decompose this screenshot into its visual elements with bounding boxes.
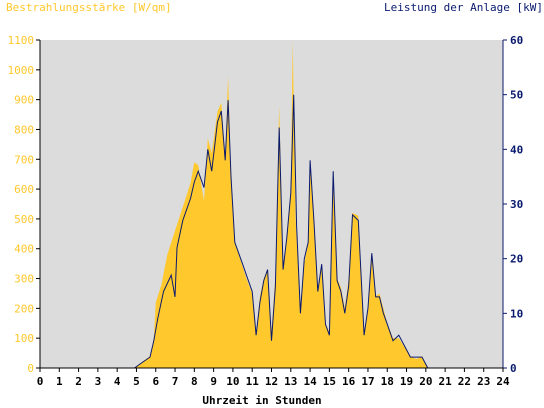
x-tick-label: 15 bbox=[323, 375, 336, 388]
x-tick-label: 11 bbox=[246, 375, 260, 388]
left-tick-label: 600 bbox=[14, 183, 34, 196]
x-tick-label: 14 bbox=[303, 375, 317, 388]
left-tick-label: 900 bbox=[14, 94, 34, 107]
right-axis-title: Leistung der Anlage [kW] bbox=[384, 1, 543, 14]
right-tick-label: 50 bbox=[510, 89, 523, 102]
right-tick-label: 10 bbox=[510, 307, 523, 320]
x-tick-label: 18 bbox=[381, 375, 394, 388]
x-tick-label: 17 bbox=[361, 375, 374, 388]
plot-area bbox=[40, 40, 503, 368]
x-tick-label: 0 bbox=[37, 375, 44, 388]
right-tick-label: 30 bbox=[510, 198, 523, 211]
x-tick-label: 2 bbox=[75, 375, 82, 388]
x-tick-label: 9 bbox=[210, 375, 217, 388]
x-tick-label: 16 bbox=[342, 375, 356, 388]
x-tick-label: 1 bbox=[56, 375, 63, 388]
left-tick-label: 100 bbox=[14, 332, 34, 345]
x-tick-label: 7 bbox=[172, 375, 179, 388]
series-layer bbox=[40, 40, 503, 369]
left-axis-title: Bestrahlungsstärke [W/qm] bbox=[6, 1, 172, 14]
left-tick-label: 400 bbox=[14, 243, 34, 256]
x-tick-label: 12 bbox=[265, 375, 278, 388]
x-tick-label: 22 bbox=[458, 375, 471, 388]
right-tick-label: 0 bbox=[510, 362, 517, 375]
x-tick-label: 13 bbox=[284, 375, 297, 388]
left-tick-label: 300 bbox=[14, 273, 34, 286]
x-tick-label: 24 bbox=[496, 375, 510, 388]
x-tick-label: 6 bbox=[152, 375, 159, 388]
x-tick-label: 21 bbox=[439, 375, 453, 388]
left-tick-label: 800 bbox=[14, 123, 34, 136]
x-tick-label: 10 bbox=[226, 375, 239, 388]
right-tick-label: 60 bbox=[510, 34, 523, 47]
x-tick-label: 4 bbox=[114, 375, 121, 388]
x-tick-label: 23 bbox=[477, 375, 490, 388]
right-tick-label: 20 bbox=[510, 253, 523, 266]
left-tick-label: 500 bbox=[14, 213, 34, 226]
left-tick-label: 200 bbox=[14, 302, 34, 315]
x-tick-label: 5 bbox=[133, 375, 140, 388]
x-axis-title: Uhrzeit in Stunden bbox=[202, 394, 321, 407]
x-tick-label: 8 bbox=[191, 375, 198, 388]
left-tick-label: 1100 bbox=[8, 34, 35, 47]
right-tick-label: 40 bbox=[510, 143, 523, 156]
x-tick-label: 3 bbox=[95, 375, 102, 388]
power-line bbox=[40, 94, 503, 369]
x-tick-label: 19 bbox=[400, 375, 413, 388]
left-tick-label: 0 bbox=[27, 362, 34, 375]
x-tick-label: 20 bbox=[419, 375, 432, 388]
left-tick-label: 1000 bbox=[8, 64, 35, 77]
left-tick-label: 700 bbox=[14, 153, 34, 166]
axes-layer: 0100200300400500600700800900100011000102… bbox=[8, 34, 524, 388]
